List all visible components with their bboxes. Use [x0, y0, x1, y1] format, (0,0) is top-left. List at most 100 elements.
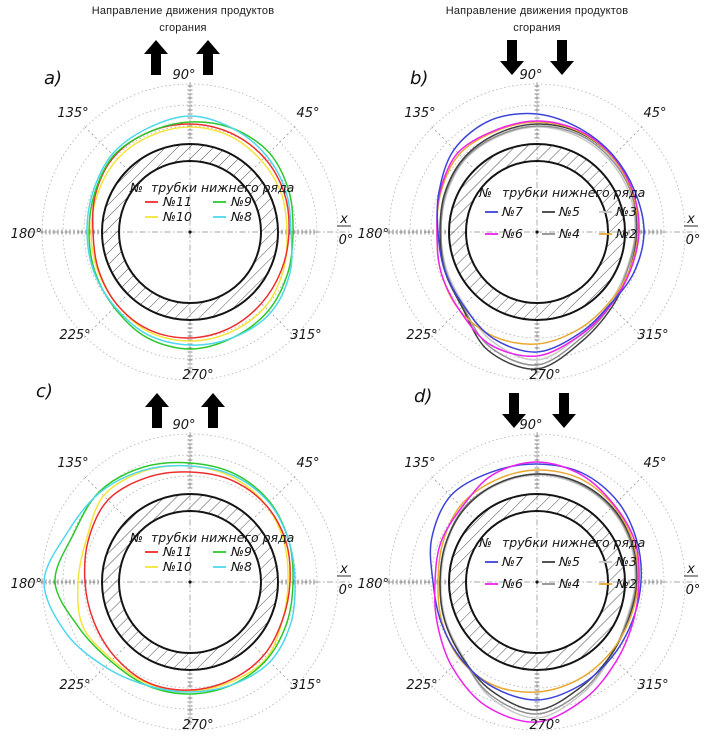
angle-label-45: 45° — [296, 106, 319, 121]
flow-arrow-down-icon — [502, 393, 526, 428]
arrow-stem — [151, 54, 161, 75]
angle-label-225: 225° — [406, 328, 437, 343]
series-curve-4 — [43, 464, 296, 693]
angle-label-180: 180° — [11, 227, 42, 242]
polar-plot-a: 0° 45° 90° 135° 180° 225° 270° 315° x № трубки ниж… — [11, 68, 354, 383]
arrow-head — [145, 393, 169, 407]
arrow-stem — [507, 40, 517, 61]
series-curve-5 — [440, 474, 636, 719]
flow-caption-left-line1: Направление движения продуктов — [91, 5, 275, 17]
arrow-stem — [509, 393, 519, 414]
legend-item-label: №8 — [230, 209, 252, 224]
flow-caption-right: Направление движения продуктов сгорания — [427, 3, 647, 37]
legend-item-label: №6 — [501, 576, 523, 591]
polar-plot-c: 0° 45° 90° 135° 180° 225° 270° 315° x № трубки ниж… — [11, 418, 354, 733]
flow-arrow-down-icon — [500, 40, 524, 75]
arrow-head — [500, 61, 524, 75]
angle-label-225: 225° — [59, 328, 90, 343]
angle-label-180: 180° — [358, 227, 389, 242]
legend-item-label: №4 — [558, 226, 580, 241]
polar-plot-d: 0°45°90°135°180°225°270°315°x№ трубки ниж… — [358, 418, 701, 733]
legend-title: трубки нижнего ряда — [502, 535, 645, 550]
angle-label-90: 90° — [172, 418, 195, 433]
legend-item-label: №3 — [615, 554, 637, 569]
legend-item-2: №6 — [485, 576, 523, 591]
arrow-head — [144, 40, 168, 54]
series-curve-3 — [54, 461, 294, 695]
x-axis-label: x — [686, 212, 695, 227]
series-curve-2 — [436, 120, 640, 358]
tube-wall-ring — [448, 143, 626, 321]
legend-item-4: №4 — [542, 226, 580, 241]
polar-plot-b: 0° 45° 90° 135° 180° 225° 270° 315° x № трубки ниж… — [358, 68, 701, 383]
angle-label-90: 90° — [172, 68, 195, 83]
legend-item-2: №10 — [145, 209, 192, 224]
angle-label-270: 270° — [529, 718, 560, 733]
angle-label-315: 315° — [637, 678, 668, 693]
legend-item-label: №2 — [615, 226, 637, 241]
legend-item-3: №9 — [213, 544, 252, 559]
legend-item-label: №3 — [615, 204, 637, 219]
legend-item-label: №11 — [162, 544, 192, 559]
series-curve-1 — [429, 463, 642, 701]
tube-wall-ring — [448, 493, 626, 671]
legend-item-label: №10 — [162, 559, 192, 574]
flow-arrow-up-icon — [144, 40, 168, 75]
series-curve-1 — [83, 471, 291, 691]
arrow-head — [196, 40, 220, 54]
legend-item-6: №2 — [599, 226, 637, 241]
tube-wall-ring — [101, 143, 279, 321]
legend-item-label: №7 — [501, 204, 523, 219]
legend: № трубки нижнего ряда №7 №5 №3 №6 №4 №2 — [478, 535, 645, 591]
angle-label-0: 0° — [339, 233, 354, 248]
legend-item-label: №8 — [230, 559, 252, 574]
axis-ruler-ticks — [41, 85, 315, 373]
legend-item-3: №5 — [542, 554, 580, 569]
flow-arrow-up-icon — [201, 393, 225, 428]
panel-label-d: d) — [414, 386, 433, 407]
arrow-stem — [557, 40, 567, 61]
legend-item-2: №10 — [145, 559, 192, 574]
series-curve-1 — [91, 123, 290, 339]
legend-item-1: №7 — [485, 554, 523, 569]
x-axis-label: x — [339, 212, 348, 227]
plot-center-dot — [535, 230, 539, 234]
flow-arrow-up-icon — [145, 393, 169, 428]
series-curve-2 — [90, 126, 288, 342]
flow-caption-right-line2: сгорания — [513, 22, 561, 34]
flow-caption-left: Направление движения продуктов сгорания — [73, 3, 293, 37]
series-curve-3 — [439, 123, 638, 370]
legend-no-symbol: № — [478, 535, 492, 550]
angle-label-135: 135° — [404, 456, 435, 471]
legend-item-1: №7 — [485, 204, 523, 219]
arrow-head — [552, 414, 576, 428]
angle-label-0: 0° — [686, 583, 701, 598]
series-curve-1 — [436, 112, 645, 353]
legend-item-1: №11 — [145, 544, 192, 559]
legend-item-label: №11 — [162, 194, 192, 209]
legend-title: трубки нижнего ряда — [502, 185, 645, 200]
series-curve-2 — [433, 461, 640, 723]
legend-item-label: №7 — [501, 554, 523, 569]
plot-center-dot — [188, 230, 192, 234]
flow-caption-right-line1: Направление движения продуктов — [445, 5, 629, 17]
plot-center-dot — [188, 580, 192, 584]
angle-label-45: 45° — [296, 456, 319, 471]
legend-item-label: №6 — [501, 226, 523, 241]
angle-label-225: 225° — [406, 678, 437, 693]
arrow-head — [502, 414, 526, 428]
series-curves — [86, 115, 294, 350]
angle-label-270: 270° — [529, 368, 560, 383]
angle-label-270: 270° — [182, 718, 213, 733]
angle-label-225: 225° — [59, 678, 90, 693]
x-axis-label: x — [339, 562, 348, 577]
angle-label-45: 45° — [643, 106, 666, 121]
legend-item-6: №2 — [599, 576, 637, 591]
legend-item-4: №8 — [213, 559, 252, 574]
plot-center-dot — [535, 580, 539, 584]
legend-item-3: №9 — [213, 194, 252, 209]
angle-label-315: 315° — [290, 328, 321, 343]
